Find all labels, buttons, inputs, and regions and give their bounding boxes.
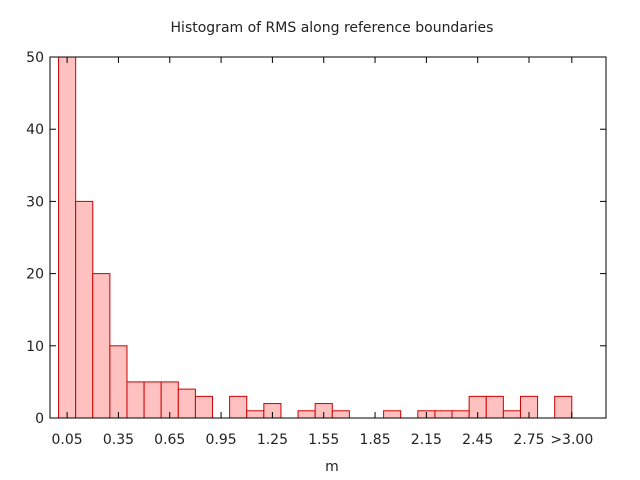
x-tick-label: 0.05 — [52, 432, 83, 448]
y-tick-label: 0 — [35, 411, 44, 427]
bar — [383, 410, 402, 419]
bar — [485, 395, 504, 419]
bar — [331, 410, 350, 419]
y-tick-label: 40 — [26, 122, 44, 138]
x-axis: 0.05 0.35 0.65 0.95 1.25 1.55 1.85 2.15 2.45 2.75… — [52, 57, 593, 448]
bar — [246, 410, 265, 419]
x-tick-label: 0.65 — [154, 432, 185, 448]
bars-group — [58, 56, 573, 419]
x-tick-label: 2.45 — [462, 432, 493, 448]
bar — [502, 410, 521, 419]
bar — [58, 56, 77, 419]
x-tick-label: 0.35 — [103, 432, 134, 448]
bar — [194, 395, 214, 419]
bar — [75, 200, 94, 419]
x-tick-label: 1.55 — [308, 432, 339, 448]
bar — [297, 410, 316, 419]
bar — [109, 345, 128, 419]
y-axis: 0 10 20 30 40 50 — [26, 50, 606, 427]
bar — [554, 395, 573, 419]
bar — [92, 273, 111, 419]
x-tick-label: 2.75 — [513, 432, 544, 448]
x-tick-label: 0.95 — [205, 432, 236, 448]
y-tick-label: 50 — [26, 50, 44, 66]
x-tick-label: 1.25 — [257, 432, 288, 448]
bar — [143, 381, 162, 419]
y-tick-label: 10 — [26, 339, 44, 355]
plot-frame — [49, 56, 607, 419]
y-tick-label: 30 — [26, 194, 44, 210]
bar — [451, 410, 470, 419]
bar — [434, 410, 453, 419]
bar — [126, 381, 145, 419]
x-tick-label: >3.00 — [550, 432, 593, 448]
bar — [229, 395, 248, 419]
y-tick-label: 20 — [26, 267, 44, 283]
x-tick-label: 1.85 — [359, 432, 390, 448]
bar — [177, 388, 196, 419]
chart-title: Histogram of RMS along reference boundar… — [171, 20, 494, 36]
x-tick-label: 2.15 — [411, 432, 442, 448]
x-axis-label: m — [325, 459, 339, 475]
